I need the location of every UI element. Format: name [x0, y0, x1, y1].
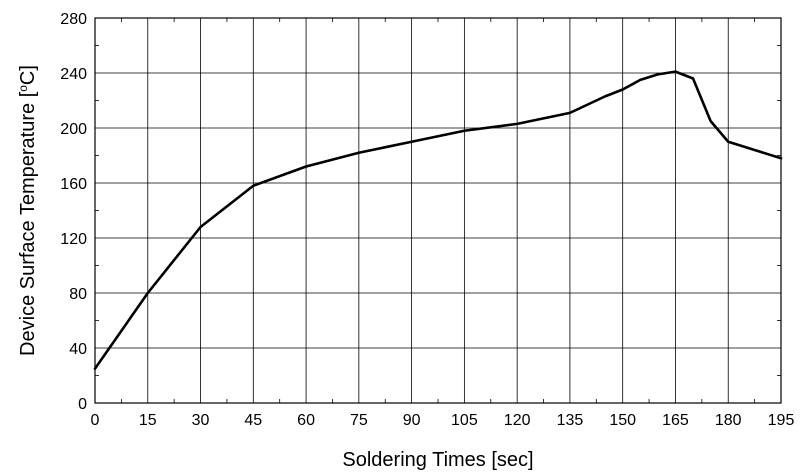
x-tick-label: 135: [557, 412, 584, 429]
y-tick-label: 280: [60, 11, 87, 28]
x-tick-label: 60: [297, 412, 315, 429]
x-tick-label: 0: [91, 412, 100, 429]
axis-ticks: [95, 18, 781, 403]
y-axis-title-main: Device Surface Temperature [: [17, 91, 39, 356]
y-tick-label: 240: [60, 66, 87, 83]
grid: [94, 17, 782, 404]
y-tick-label: 160: [60, 176, 87, 193]
y-tick-label: 200: [60, 121, 87, 138]
x-tick-labels: 0 15 30 45 60 75 90 105 120 135 150 165 180 195: [91, 412, 795, 429]
x-tick-label: 150: [609, 412, 636, 429]
y-tick-label: 120: [60, 231, 87, 248]
x-tick-label: 90: [403, 412, 421, 429]
x-tick-label: 180: [715, 412, 742, 429]
x-tick-label: 105: [451, 412, 478, 429]
y-tick-label: 80: [69, 286, 87, 303]
plot-frame: [94, 17, 782, 404]
series: [93, 70, 783, 370]
x-tick-label: 75: [350, 412, 368, 429]
y-axis-title-unit: C]: [17, 65, 39, 85]
x-tick-label: 165: [662, 412, 689, 429]
y-axis-title-sup: o: [16, 85, 30, 92]
x-tick-label: 45: [244, 412, 262, 429]
y-tick-label: 40: [69, 341, 87, 358]
y-axis-title: Device Surface Temperature [oC]: [16, 65, 39, 356]
x-tick-label: 120: [504, 412, 531, 429]
x-tick-label: 15: [139, 412, 157, 429]
series-line: [93, 70, 783, 370]
x-tick-label: 30: [192, 412, 210, 429]
x-tick-label: 195: [768, 412, 795, 429]
y-tick-labels: 0 40 80 120 160 200 240 280: [60, 11, 87, 413]
x-axis-title: Soldering Times [sec]: [342, 449, 533, 471]
y-tick-label: 0: [78, 396, 87, 413]
